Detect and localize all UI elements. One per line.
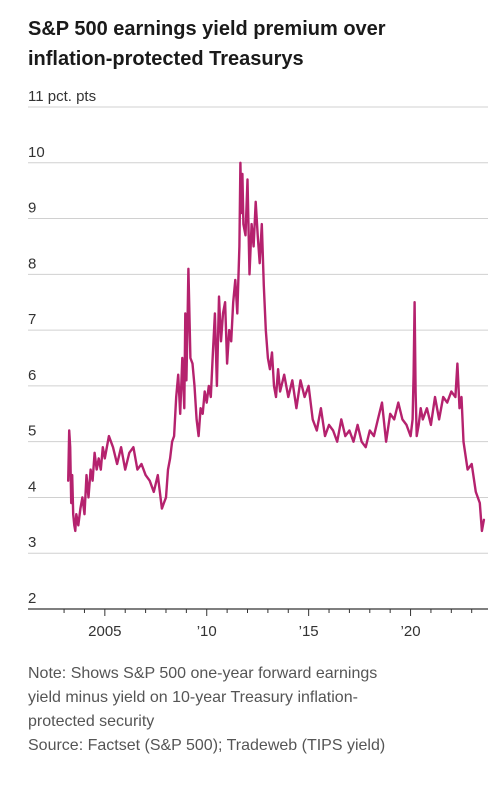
y-tick-label: 4 xyxy=(28,478,36,495)
y-tick-label: 3 xyxy=(28,534,36,551)
chart-title: S&P 500 earnings yield premium over infl… xyxy=(28,14,488,74)
series-line xyxy=(67,161,486,533)
y-tick-label: 10 xyxy=(28,144,45,161)
note-line-3: protected security xyxy=(28,713,155,730)
grid-lines xyxy=(28,106,488,554)
chart-title-line-1: S&P 500 earnings yield premium over xyxy=(28,18,386,40)
x-tick-label: 2005 xyxy=(88,623,121,640)
x-tick-label: ’20 xyxy=(401,623,421,640)
line-chart: 10 9 8 7 6 5 4 3 2 11 pct. pts 2005 ’10 ’15 ’20 xyxy=(28,88,488,640)
x-axis: 2005 ’10 ’15 ’20 xyxy=(28,608,488,640)
x-tick-label: ’15 xyxy=(299,623,319,640)
note-line-2: yield minus yield on 10-year Treasury in… xyxy=(28,689,358,706)
y-tick-label: 7 xyxy=(28,311,36,328)
y-axis-label: 11 pct. pts xyxy=(28,88,96,105)
series-group xyxy=(67,161,486,533)
y-tick-label: 5 xyxy=(28,423,36,440)
y-tick-label: 9 xyxy=(28,200,36,217)
source-line: Source: Factset (S&P 500); Tradeweb (TIP… xyxy=(28,737,386,754)
y-tick-label: 8 xyxy=(28,255,36,272)
y-tick-label: 2 xyxy=(28,590,36,607)
chart-footnotes: Note: Shows S&P 500 one-year forward ear… xyxy=(28,662,488,758)
y-axis: 10 9 8 7 6 5 4 3 2 11 pct. pts xyxy=(28,88,96,607)
note-line-1: Note: Shows S&P 500 one-year forward ear… xyxy=(28,665,378,682)
chart-title-line-2: inflation-protected Treasurys xyxy=(28,48,304,70)
x-tick-label: ’10 xyxy=(197,623,217,640)
y-tick-label: 6 xyxy=(28,367,36,384)
